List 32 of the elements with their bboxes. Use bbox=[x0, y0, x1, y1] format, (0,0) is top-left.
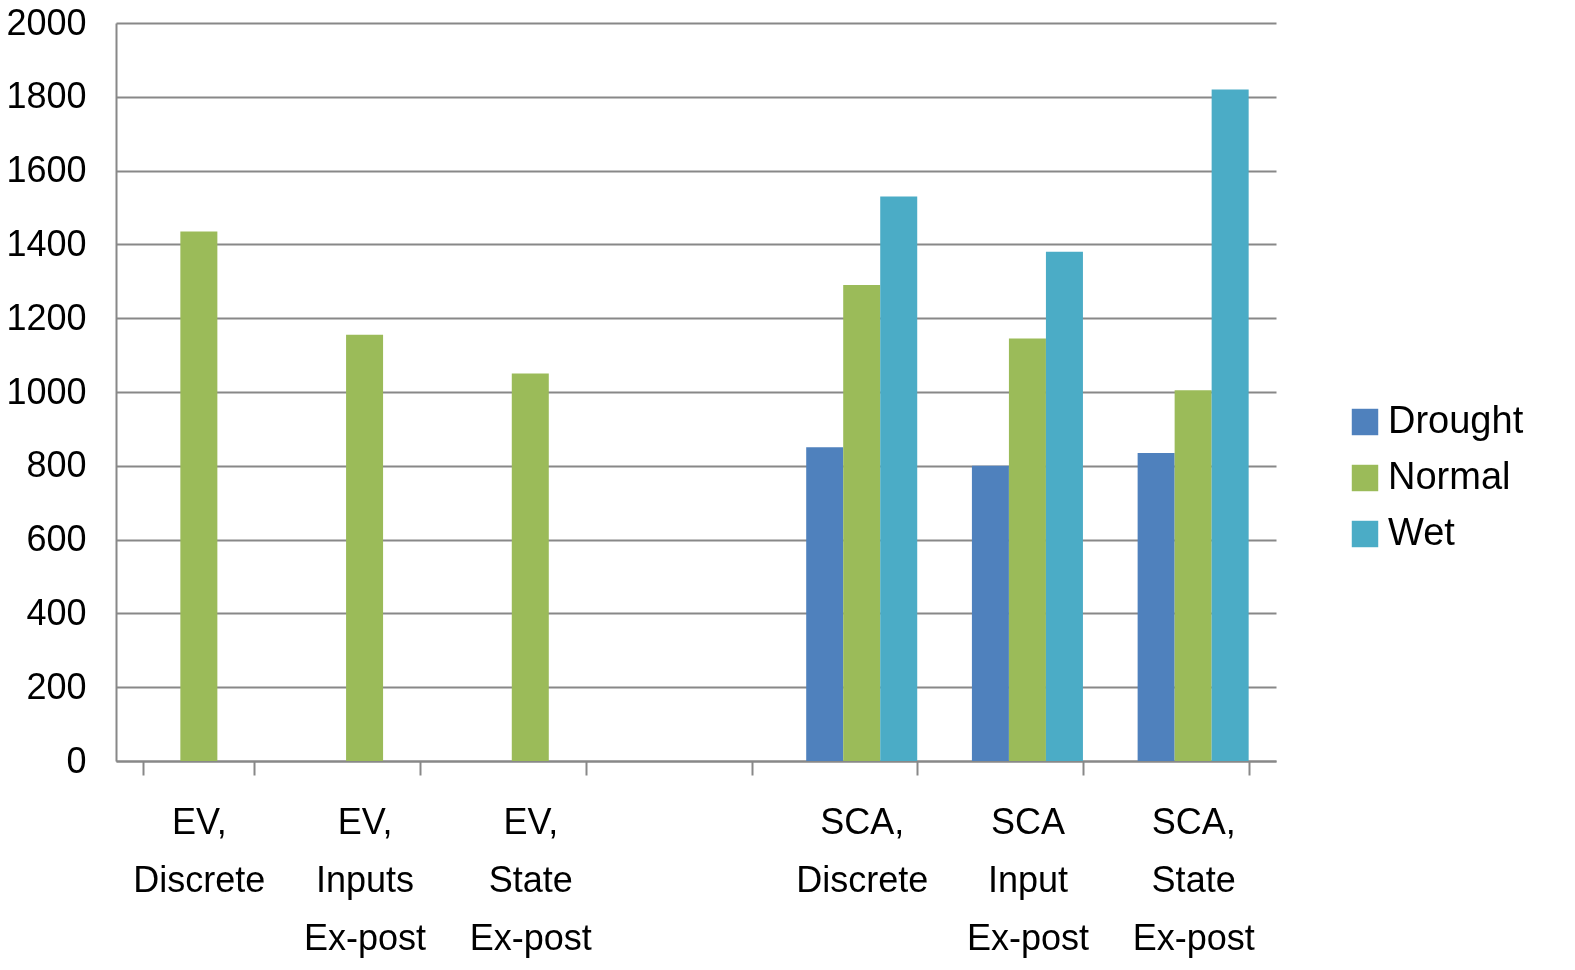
y-tick-label: 2000 bbox=[6, 1, 87, 43]
x-tick-label: EV, State Ex-post bbox=[469, 800, 592, 958]
bar bbox=[1137, 452, 1175, 761]
x-tick-label: EV, Discrete bbox=[133, 800, 266, 900]
y-tick-label: 400 bbox=[26, 591, 87, 633]
legend-label: Drought bbox=[1388, 399, 1524, 441]
y-tick-label: 1200 bbox=[6, 296, 87, 338]
y-tick-label: 1000 bbox=[6, 370, 87, 412]
y-tick-label: 800 bbox=[26, 444, 87, 486]
bar bbox=[806, 447, 844, 761]
legend-label: Normal bbox=[1388, 455, 1511, 497]
bar bbox=[1045, 251, 1083, 761]
bar bbox=[511, 373, 549, 761]
y-tick-label: 0 bbox=[66, 739, 87, 781]
bar bbox=[1174, 390, 1212, 761]
x-tick-label: SCA Input Ex-post bbox=[966, 800, 1089, 958]
x-tick-label: EV, Inputs Ex-post bbox=[304, 800, 427, 958]
y-tick-label: 200 bbox=[26, 665, 87, 707]
bar bbox=[1008, 338, 1046, 761]
bar bbox=[346, 334, 384, 761]
legend-label: Wet bbox=[1388, 511, 1456, 553]
bar bbox=[880, 196, 918, 761]
bar bbox=[843, 284, 881, 761]
y-tick-label: 1800 bbox=[6, 75, 87, 117]
y-tick-label: 600 bbox=[26, 518, 87, 560]
y-tick-label: 1400 bbox=[6, 222, 87, 264]
bar bbox=[1211, 89, 1249, 761]
bar bbox=[180, 231, 218, 761]
bar bbox=[971, 465, 1009, 761]
x-tick-label: SCA, State Ex-post bbox=[1132, 800, 1255, 958]
x-tick-label: SCA, Discrete bbox=[796, 800, 929, 900]
y-tick-label: 1600 bbox=[6, 149, 87, 191]
